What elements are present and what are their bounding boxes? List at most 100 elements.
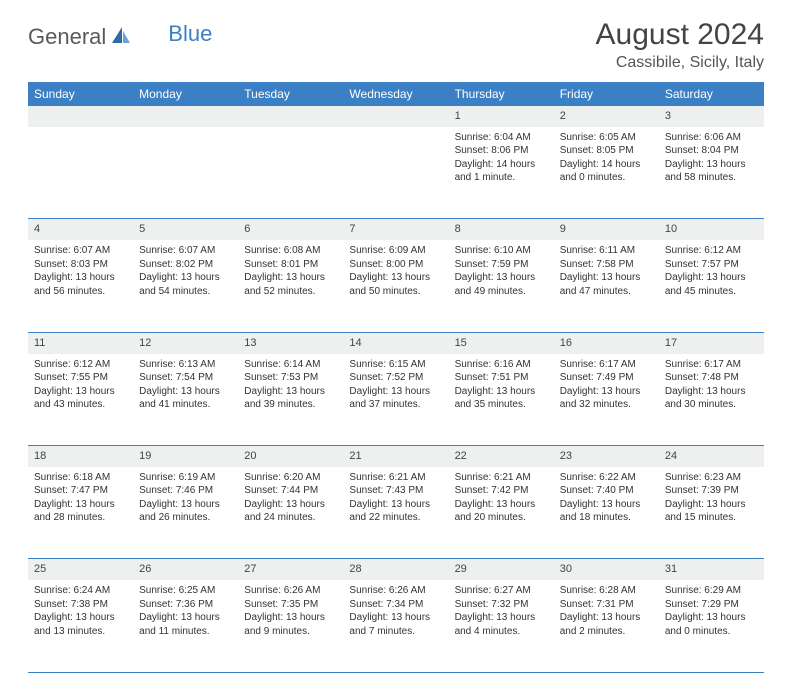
day-cell (28, 127, 133, 219)
sunset-text: Sunset: 7:44 PM (244, 484, 337, 498)
sunrise-text: Sunrise: 6:29 AM (665, 584, 758, 598)
sunrise-text: Sunrise: 6:16 AM (455, 358, 548, 372)
sunset-text: Sunset: 7:55 PM (34, 371, 127, 385)
day-number: 29 (449, 559, 554, 580)
day-cell: Sunrise: 6:26 AMSunset: 7:34 PMDaylight:… (343, 580, 448, 672)
day-number: 26 (133, 559, 238, 580)
sunset-text: Sunset: 7:35 PM (244, 598, 337, 612)
day-cell: Sunrise: 6:11 AMSunset: 7:58 PMDaylight:… (554, 240, 659, 332)
day-number: 31 (659, 559, 764, 580)
logo: General Blue (28, 24, 212, 50)
day-number: 5 (133, 219, 238, 240)
week-row: Sunrise: 6:18 AMSunset: 7:47 PMDaylight:… (28, 467, 764, 559)
sunset-text: Sunset: 8:03 PM (34, 258, 127, 272)
day1-text: Daylight: 13 hours (244, 271, 337, 285)
sunset-text: Sunset: 7:32 PM (455, 598, 548, 612)
day-cell (133, 127, 238, 219)
day-cell: Sunrise: 6:13 AMSunset: 7:54 PMDaylight:… (133, 354, 238, 446)
day-cell: Sunrise: 6:16 AMSunset: 7:51 PMDaylight:… (449, 354, 554, 446)
sunrise-text: Sunrise: 6:12 AM (34, 358, 127, 372)
weekday-header: Sunday (28, 82, 133, 106)
sunrise-text: Sunrise: 6:27 AM (455, 584, 548, 598)
day1-text: Daylight: 13 hours (665, 498, 758, 512)
day2-text: and 54 minutes. (139, 285, 232, 299)
day1-text: Daylight: 13 hours (34, 611, 127, 625)
day-cell: Sunrise: 6:17 AMSunset: 7:48 PMDaylight:… (659, 354, 764, 446)
sunset-text: Sunset: 7:54 PM (139, 371, 232, 385)
week-row: Sunrise: 6:07 AM Sunset: 8:03 PM Daylight:… (28, 240, 764, 332)
weekday-header: Saturday (659, 82, 764, 106)
logo-text-gray: General (28, 24, 106, 50)
day-cell: Sunrise: 6:17 AMSunset: 7:49 PMDaylight:… (554, 354, 659, 446)
day-number: 12 (133, 332, 238, 353)
day-cell: Sunrise: 6:29 AMSunset: 7:29 PMDaylight:… (659, 580, 764, 672)
sunset-text: Sunset: 7:58 PM (560, 258, 653, 272)
sunrise-text: Sunrise: 6:09 AM (349, 244, 442, 258)
sunset-text: Sunset: 7:46 PM (139, 484, 232, 498)
sunrise-text: Sunrise: 6:23 AM (665, 471, 758, 485)
day2-text: and 49 minutes. (455, 285, 548, 299)
sunrise-text: Sunrise: 6:19 AM (139, 471, 232, 485)
daynum-row: 25262728293031 (28, 559, 764, 580)
day2-text: and 7 minutes. (349, 625, 442, 639)
day1-text: Daylight: 13 hours (665, 271, 758, 285)
day-cell: Sunrise: 6:25 AMSunset: 7:36 PMDaylight:… (133, 580, 238, 672)
sunset-text: Sunset: 7:34 PM (349, 598, 442, 612)
weekday-header-row: Sunday Monday Tuesday Wednesday Thursday… (28, 82, 764, 106)
day2-text: and 11 minutes. (139, 625, 232, 639)
day-cell: Sunrise: 6:09 AMSunset: 8:00 PMDaylight:… (343, 240, 448, 332)
day-number (133, 106, 238, 127)
week-row: Sunrise: 6:04 AMSunset: 8:06 PM Daylight:… (28, 127, 764, 219)
sunrise-text: Sunrise: 6:11 AM (560, 244, 653, 258)
sunrise-text: Sunrise: 6:07 AM (139, 244, 232, 258)
sunrise-text: Sunrise: 6:24 AM (34, 584, 127, 598)
sunset-text: Sunset: 7:48 PM (665, 371, 758, 385)
day-cell: Sunrise: 6:10 AMSunset: 7:59 PMDaylight:… (449, 240, 554, 332)
day-number (238, 106, 343, 127)
day-number: 8 (449, 219, 554, 240)
day-number: 6 (238, 219, 343, 240)
title-block: August 2024 Cassibile, Sicily, Italy (596, 18, 764, 72)
weekday-header: Tuesday (238, 82, 343, 106)
day1-text: Daylight: 13 hours (139, 271, 232, 285)
day-cell: Sunrise: 6:21 AMSunset: 7:42 PMDaylight:… (449, 467, 554, 559)
day2-text: and 39 minutes. (244, 398, 337, 412)
sunrise-text: Sunrise: 6:21 AM (455, 471, 548, 485)
day-number: 17 (659, 332, 764, 353)
day-number: 11 (28, 332, 133, 353)
day1-text: Daylight: 13 hours (455, 498, 548, 512)
day2-text: and 37 minutes. (349, 398, 442, 412)
sunrise-text: Sunrise: 6:04 AM (455, 131, 548, 145)
sunrise-text: Sunrise: 6:25 AM (139, 584, 232, 598)
day2-text: and 43 minutes. (34, 398, 127, 412)
day2-text: and 0 minutes. (665, 625, 758, 639)
day2-text: and 22 minutes. (349, 511, 442, 525)
day2-text: and 28 minutes. (34, 511, 127, 525)
sunrise-text: Sunrise: 6:21 AM (349, 471, 442, 485)
day-cell: Sunrise: 6:21 AMSunset: 7:43 PMDaylight:… (343, 467, 448, 559)
day-number: 21 (343, 446, 448, 467)
day-number: 22 (449, 446, 554, 467)
day1-text: Daylight: 13 hours (665, 385, 758, 399)
sunrise-text: Sunrise: 6:05 AM (560, 131, 653, 145)
day1-text: Daylight: 13 hours (665, 158, 758, 172)
daynum-row: 123 (28, 106, 764, 127)
sunset-text: Sunset: 7:39 PM (665, 484, 758, 498)
day2-text: and 1 minute. (455, 171, 548, 185)
day-number: 7 (343, 219, 448, 240)
day-cell: Sunrise: 6:04 AMSunset: 8:06 PMDaylight:… (449, 127, 554, 219)
sunset-text: Sunset: 7:51 PM (455, 371, 548, 385)
day2-text: and 58 minutes. (665, 171, 758, 185)
sunset-text: Sunset: 7:31 PM (560, 598, 653, 612)
day-cell: Sunrise: 6:12 AMSunset: 7:57 PMDaylight:… (659, 240, 764, 332)
sunset-text: Sunset: 8:06 PM (455, 144, 548, 158)
sunrise-text: Sunrise: 6:08 AM (244, 244, 337, 258)
day-number: 18 (28, 446, 133, 467)
sunrise-text: Sunrise: 6:22 AM (560, 471, 653, 485)
day-cell: Sunrise: 6:26 AMSunset: 7:35 PMDaylight:… (238, 580, 343, 672)
day-number: 2 (554, 106, 659, 127)
day-number: 3 (659, 106, 764, 127)
day1-text: Daylight: 14 hours (560, 158, 653, 172)
sunset-text: Sunset: 7:40 PM (560, 484, 653, 498)
day-cell: Sunrise: 6:06 AMSunset: 8:04 PMDaylight:… (659, 127, 764, 219)
